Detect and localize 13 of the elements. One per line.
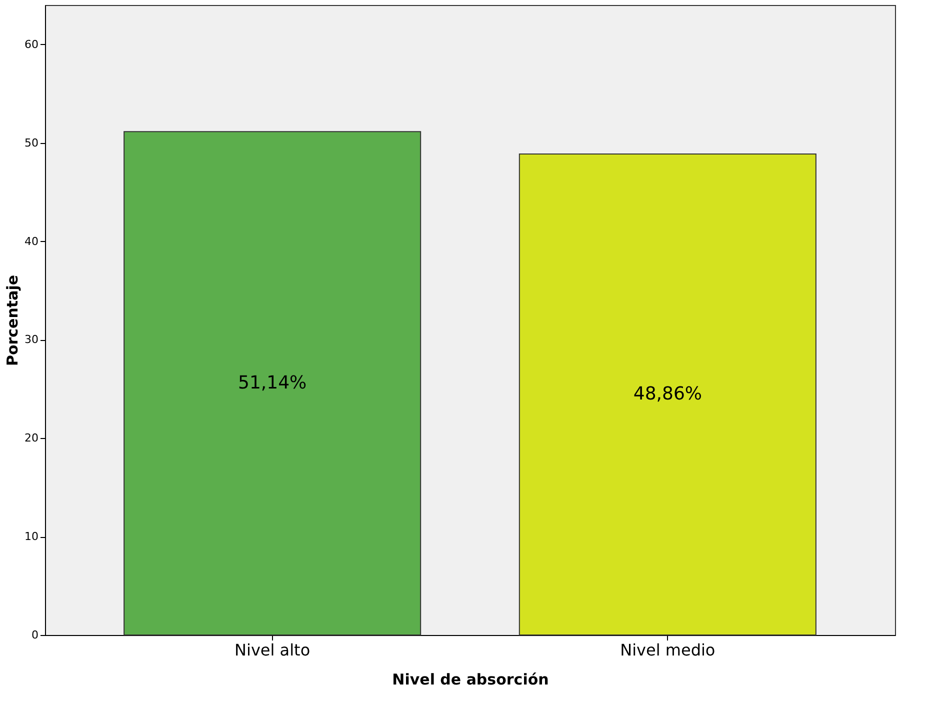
y-tick-label: 40 — [24, 234, 38, 248]
y-tick-label: 20 — [24, 432, 38, 445]
y-tick-label: 30 — [24, 333, 38, 346]
x-tick-label: Nivel alto — [234, 640, 310, 660]
y-tick-label: 0 — [32, 628, 38, 642]
y-tick-label: 50 — [24, 136, 38, 150]
y-tick-label: 60 — [24, 38, 38, 51]
x-tick-label: Nivel medio — [620, 640, 716, 660]
data-label: 51,14% — [238, 372, 307, 394]
data-label: 48,86% — [633, 384, 702, 405]
x-axis-title: Nivel de absorción — [392, 670, 549, 688]
y-axis-title: Porcentaje — [4, 274, 22, 366]
y-tick-label: 10 — [24, 530, 38, 544]
